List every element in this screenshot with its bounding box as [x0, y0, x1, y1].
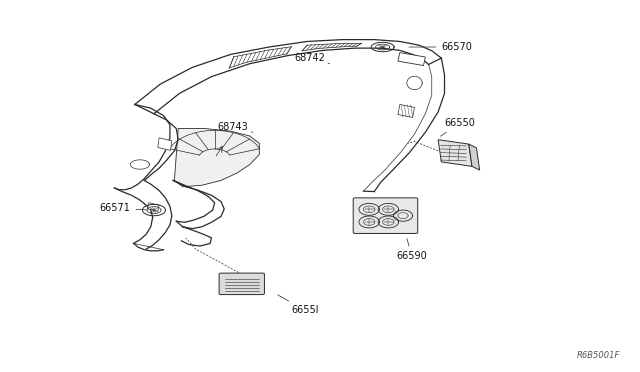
Polygon shape [468, 144, 479, 170]
Polygon shape [398, 52, 426, 65]
Text: 68743: 68743 [218, 122, 253, 132]
Text: 68742: 68742 [294, 53, 330, 64]
Polygon shape [398, 105, 415, 118]
Text: 66570: 66570 [409, 42, 472, 52]
Polygon shape [148, 203, 159, 211]
Polygon shape [158, 138, 172, 150]
Polygon shape [174, 129, 259, 187]
Text: R6B5001F: R6B5001F [577, 351, 620, 360]
Text: 6655l: 6655l [278, 295, 319, 315]
Text: 66571: 66571 [100, 203, 148, 213]
Text: 66590: 66590 [397, 239, 428, 262]
Polygon shape [438, 140, 472, 166]
Text: 66550: 66550 [440, 118, 476, 136]
FancyBboxPatch shape [353, 198, 418, 234]
FancyBboxPatch shape [219, 273, 264, 295]
